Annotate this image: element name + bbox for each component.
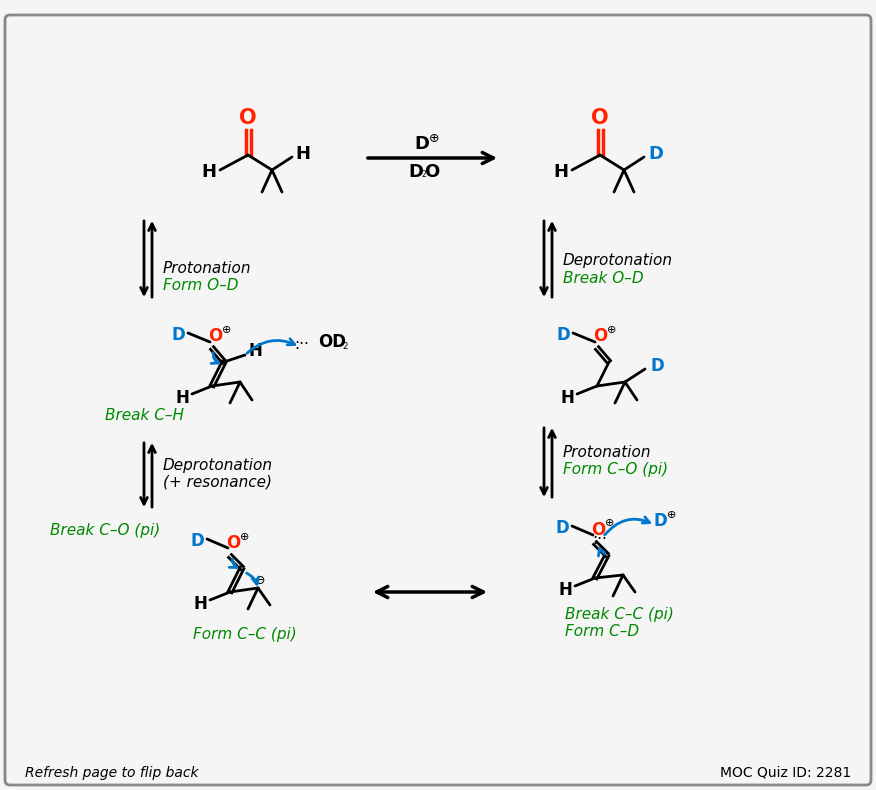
Text: H: H (201, 163, 216, 181)
Text: H: H (560, 389, 574, 407)
Text: D: D (171, 326, 185, 344)
Text: D: D (648, 145, 663, 163)
Text: Break C–C (pi): Break C–C (pi) (565, 608, 674, 623)
Text: D: D (414, 135, 429, 153)
Text: MOC Quiz ID: 2281: MOC Quiz ID: 2281 (720, 766, 851, 780)
Text: D: D (190, 532, 204, 550)
Text: H: H (175, 389, 189, 407)
Text: (+ resonance): (+ resonance) (163, 475, 272, 490)
Text: Deprotonation: Deprotonation (563, 253, 673, 268)
Text: O: O (208, 327, 223, 345)
Text: D: D (555, 519, 569, 537)
FancyBboxPatch shape (5, 15, 871, 785)
Text: Form C–O (pi): Form C–O (pi) (563, 461, 668, 476)
Text: H: H (558, 581, 572, 599)
Text: O: O (226, 534, 240, 552)
Text: O: O (591, 108, 609, 128)
Text: Form C–C (pi): Form C–C (pi) (193, 627, 297, 642)
Text: D: D (650, 357, 664, 375)
Text: OD: OD (318, 333, 346, 351)
Text: $_2$: $_2$ (342, 338, 349, 352)
Text: $\oplus$: $\oplus$ (221, 323, 231, 334)
Text: $_2$: $_2$ (420, 169, 427, 181)
Text: H: H (295, 145, 310, 163)
Text: D: D (408, 163, 423, 181)
Text: $\oplus$: $\oplus$ (428, 131, 440, 145)
Text: $\oplus$: $\oplus$ (666, 509, 676, 520)
Text: Break O–D: Break O–D (563, 270, 644, 285)
Text: H: H (248, 342, 262, 360)
Text: Protonation: Protonation (563, 445, 652, 460)
Text: D: D (556, 326, 570, 344)
Text: $\oplus$: $\oplus$ (604, 517, 614, 529)
Text: Form C–D: Form C–D (565, 625, 639, 639)
Text: Break C–H: Break C–H (105, 408, 184, 423)
Text: Refresh page to flip back: Refresh page to flip back (25, 766, 199, 780)
Text: Protonation: Protonation (163, 261, 251, 276)
Text: O: O (424, 163, 440, 181)
Text: H: H (554, 163, 569, 181)
Text: $\oplus$: $\oplus$ (606, 323, 616, 334)
Text: :··: :·· (592, 532, 607, 547)
Text: :··: :·· (294, 337, 309, 352)
Text: D: D (653, 512, 667, 530)
Text: $\oplus$: $\oplus$ (239, 531, 249, 541)
Text: $\ominus$: $\ominus$ (254, 574, 265, 586)
Text: O: O (591, 521, 605, 539)
Text: O: O (593, 327, 607, 345)
Text: Form O–D: Form O–D (163, 277, 238, 292)
Text: H: H (193, 595, 207, 613)
Text: Deprotonation: Deprotonation (163, 457, 273, 472)
Text: Break C–O (pi): Break C–O (pi) (50, 522, 160, 537)
Text: O: O (239, 108, 257, 128)
